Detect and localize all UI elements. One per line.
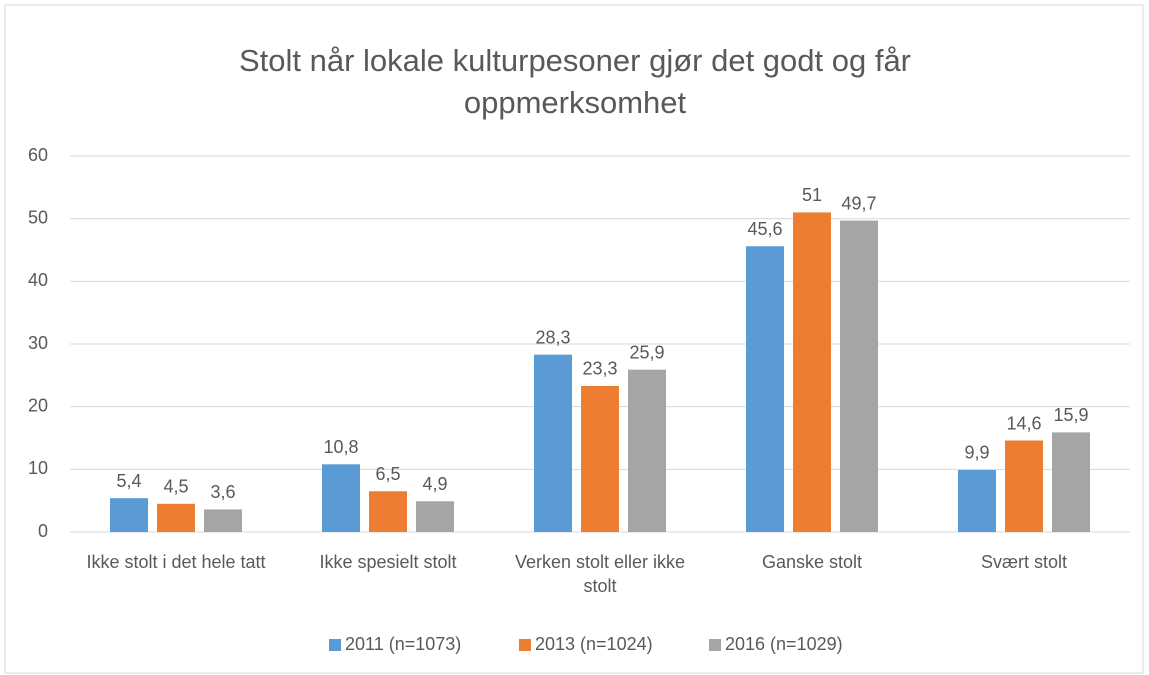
bar [958, 469, 996, 532]
data-label: 45,6 [747, 219, 782, 239]
bar [840, 220, 878, 532]
bar [534, 354, 572, 532]
data-label: 51 [802, 185, 822, 205]
data-label: 23,3 [582, 359, 617, 379]
data-label: 25,9 [629, 342, 664, 362]
data-label: 4,9 [422, 474, 447, 494]
chart-border [4, 4, 1144, 674]
bar [1052, 432, 1090, 532]
data-label: 9,9 [964, 443, 989, 463]
bar [416, 501, 454, 532]
x-tick-label: Verken stolt eller ikke stolt [514, 552, 686, 596]
legend-swatch [329, 639, 341, 651]
y-tick-label: 0 [38, 521, 48, 541]
data-label: 6,5 [375, 464, 400, 484]
y-tick-label: 40 [28, 270, 48, 290]
y-tick-label: 50 [28, 207, 48, 227]
y-tick-label: 20 [28, 395, 48, 415]
bar [157, 503, 195, 532]
x-tick-label: Ikke spesielt stolt [319, 552, 457, 572]
data-label: 5,4 [116, 471, 141, 491]
y-tick-label: 10 [28, 458, 48, 478]
legend-label: 2016 (n=1029) [725, 634, 843, 654]
x-tick-label: Ganske stolt [761, 552, 863, 572]
data-label: 15,9 [1053, 405, 1088, 425]
y-tick-label: 30 [28, 333, 48, 353]
bar [746, 246, 784, 533]
data-label: 10,8 [323, 437, 358, 457]
data-label: 3,6 [210, 482, 235, 502]
data-label: 4,5 [163, 477, 188, 497]
bar [369, 491, 407, 532]
legend-swatch [519, 639, 531, 651]
chart-title: Stolt når lokale kulturpesoner gjør det … [238, 43, 912, 120]
bar [628, 369, 666, 532]
data-label: 49,7 [841, 193, 876, 213]
bar [793, 212, 831, 532]
bar [581, 385, 619, 532]
legend-label: 2011 (n=1073) [345, 634, 461, 654]
bar [322, 464, 360, 532]
data-label: 28,3 [535, 327, 570, 347]
bar [1005, 440, 1043, 532]
x-tick-label: Svært stolt [980, 552, 1068, 572]
bar [204, 509, 242, 532]
bar [110, 498, 148, 532]
data-label: 14,6 [1006, 413, 1041, 433]
legend-label: 2013 (n=1024) [535, 634, 653, 654]
y-tick-label: 60 [28, 145, 48, 165]
legend-swatch [709, 639, 721, 651]
x-tick-label: Ikke stolt i det hele tatt [86, 552, 266, 572]
